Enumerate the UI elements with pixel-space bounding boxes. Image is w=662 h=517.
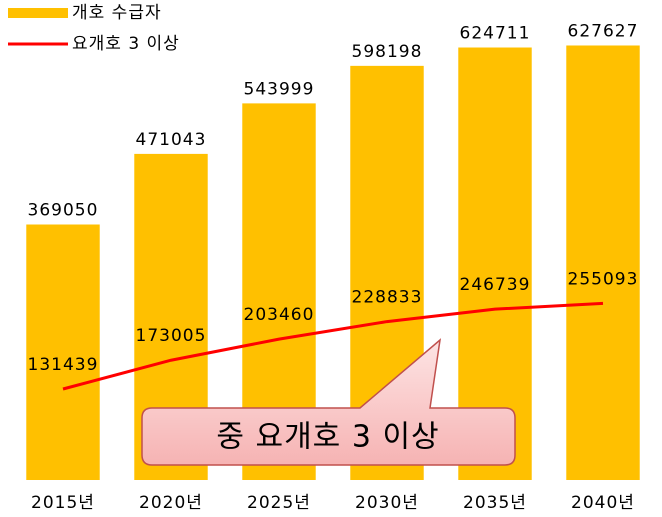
line bbox=[62, 301, 604, 391]
bar bbox=[566, 45, 640, 480]
x-tick-label: 2040년 bbox=[571, 493, 635, 513]
legend-label: 개호 수급자 bbox=[72, 3, 162, 23]
callout bbox=[141, 338, 516, 466]
bar-value-label: 598198 bbox=[352, 42, 423, 62]
bar-value-label: 369050 bbox=[28, 201, 99, 221]
legend-label: 요개호 3 이상 bbox=[72, 34, 180, 54]
line-value-label: 228833 bbox=[352, 288, 423, 308]
x-tick-label: 2025년 bbox=[247, 493, 311, 513]
bar-value-label: 471043 bbox=[136, 130, 207, 150]
line-value-label: 131439 bbox=[28, 355, 99, 375]
x-tick-label: 2020년 bbox=[139, 493, 203, 513]
x-tick-label: 2030년 bbox=[355, 493, 419, 513]
bar-value-label: 627627 bbox=[568, 21, 639, 41]
line-value-label: 203460 bbox=[244, 305, 315, 325]
bar bbox=[26, 224, 100, 480]
x-tick-label: 2015년 bbox=[31, 493, 95, 513]
bar-value-label: 624711 bbox=[460, 24, 531, 44]
line-value-label: 173005 bbox=[136, 326, 207, 346]
legend-swatch bbox=[8, 8, 68, 18]
callout-text: 중 요개호 3 이상 bbox=[216, 420, 439, 455]
line-value-label: 255093 bbox=[568, 269, 639, 289]
x-tick-label: 2035년 bbox=[463, 493, 527, 513]
bar-value-label: 543999 bbox=[244, 79, 315, 99]
line-value-label: 246739 bbox=[460, 275, 531, 295]
